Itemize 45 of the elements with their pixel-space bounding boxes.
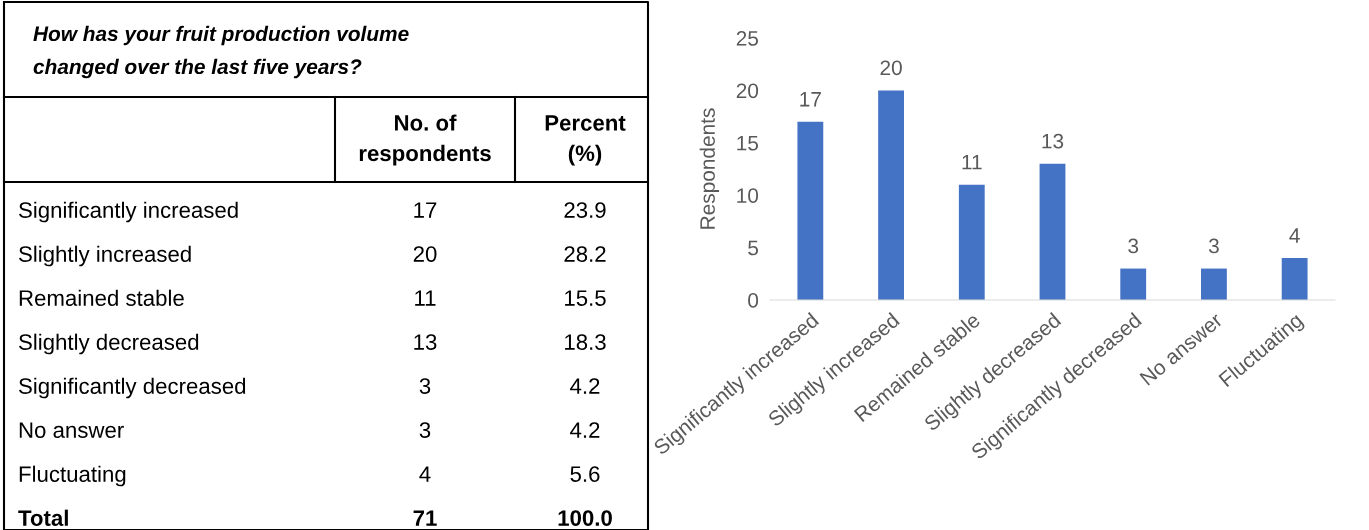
bar xyxy=(1201,268,1227,300)
data-label: 5.6 xyxy=(570,466,600,482)
bar xyxy=(1281,258,1308,300)
y-tick-label: 25 xyxy=(736,31,759,46)
data-label: 4 xyxy=(419,466,431,482)
data-label: 13 xyxy=(1042,133,1064,149)
data-label: 3 xyxy=(419,422,431,438)
y-tick-label: 20 xyxy=(736,83,759,99)
data-label: 23.9 xyxy=(564,202,606,218)
data-label: 13 xyxy=(414,334,437,350)
text: Total xyxy=(18,509,68,526)
data-label: 11 xyxy=(962,154,982,170)
data-label: 4.2 xyxy=(570,422,600,438)
data-label: 18.3 xyxy=(565,334,606,350)
data-label: 28.2 xyxy=(564,246,606,262)
data-label: 3 xyxy=(419,378,431,394)
text: 100.0 xyxy=(558,510,612,526)
data-label: 17 xyxy=(800,92,821,107)
y-axis-title: Respondents xyxy=(699,108,720,229)
y-tick-label: 15 xyxy=(737,136,759,151)
text: Percent (%) xyxy=(545,115,626,166)
y-tick-label: 10 xyxy=(737,188,759,203)
category-label: Slightly increased xyxy=(19,245,191,267)
bar xyxy=(1120,268,1147,300)
text: 71 xyxy=(413,510,437,526)
data-label: 17 xyxy=(414,202,437,218)
bar xyxy=(1039,163,1066,300)
data-label: 15.5 xyxy=(565,290,606,306)
text: No. of respondents xyxy=(359,114,491,166)
data-label: 20 xyxy=(413,246,437,262)
bar xyxy=(958,184,985,300)
text: How has your fruit production volume changed over the last five years? xyxy=(33,25,409,79)
data-label: 20 xyxy=(880,60,902,76)
category-label: Remained stable xyxy=(19,289,184,306)
y-tick-label: 5 xyxy=(748,240,759,256)
data-label: 11 xyxy=(415,290,436,306)
data-label: 4.2 xyxy=(570,378,600,394)
category-label: Fluctuating xyxy=(19,465,126,487)
data-label: 3 xyxy=(1208,238,1219,254)
data-label: 3 xyxy=(1128,238,1139,254)
y-tick-label: 0 xyxy=(748,293,759,308)
bar xyxy=(878,90,904,300)
category-label: Significantly increased xyxy=(19,201,238,223)
bar xyxy=(797,121,824,300)
data-label: 4 xyxy=(1289,228,1300,243)
